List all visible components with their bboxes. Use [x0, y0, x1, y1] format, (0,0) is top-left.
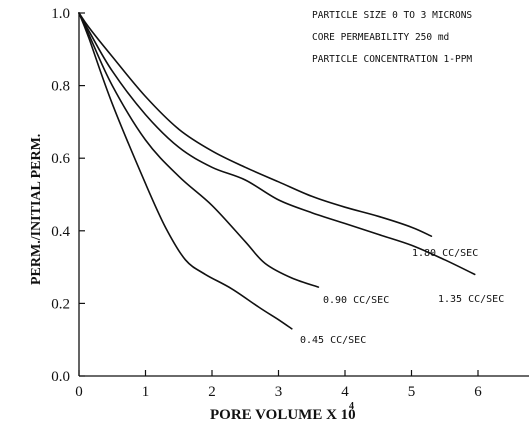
series-lines — [78, 12, 476, 330]
x-tick-label: 1 — [142, 384, 150, 400]
series-line-1-35 — [78, 12, 476, 276]
x-axis-title-exponent: 4 — [349, 401, 354, 412]
series-label-0-90: 0.90 CC/SEC — [323, 295, 389, 306]
y-axis-ticks: 0.0 0.2 0.4 0.6 0.8 1.0 — [51, 6, 85, 385]
y-axis-title: PERM./INITIAL PERM. — [29, 134, 44, 285]
series-label-1-80: 1.80 CC/SEC — [412, 248, 478, 259]
series-line-0-90 — [78, 12, 320, 288]
y-tick-label: 0.4 — [51, 224, 70, 240]
series-line-0-45 — [78, 12, 293, 330]
series-labels: 1.80 CC/SEC 1.35 CC/SEC 0.90 CC/SEC 0.45 CC… — [300, 248, 504, 346]
x-tick-label: 0 — [75, 384, 83, 400]
x-axis-title: PORE VOLUME X 10 — [210, 407, 356, 423]
y-tick-label: 1.0 — [51, 6, 70, 22]
annotation-particle-size: PARTICLE SIZE 0 TO 3 MICRONS — [312, 10, 472, 21]
y-tick-label: 0.6 — [51, 151, 70, 167]
x-tick-label: 2 — [208, 384, 216, 400]
series-label-1-35: 1.35 CC/SEC — [438, 294, 504, 305]
y-tick-label: 0.8 — [51, 79, 70, 95]
series-line-1-80 — [78, 12, 433, 237]
x-tick-label: 5 — [408, 384, 416, 400]
y-tick-label: 0.2 — [51, 296, 70, 312]
x-tick-label: 6 — [474, 384, 482, 400]
annotation-particle-concentration: PARTICLE CONCENTRATION 1-PPM — [312, 54, 472, 65]
x-tick-label: 3 — [275, 384, 283, 400]
y-tick-label: 0.0 — [51, 369, 70, 385]
series-label-0-45: 0.45 CC/SEC — [300, 335, 366, 346]
x-axis-ticks: 0 1 2 3 4 5 6 — [75, 370, 482, 400]
annotation-core-permeability: CORE PERMEABILITY 250 md — [312, 32, 449, 43]
x-tick-label: 4 — [341, 384, 349, 400]
